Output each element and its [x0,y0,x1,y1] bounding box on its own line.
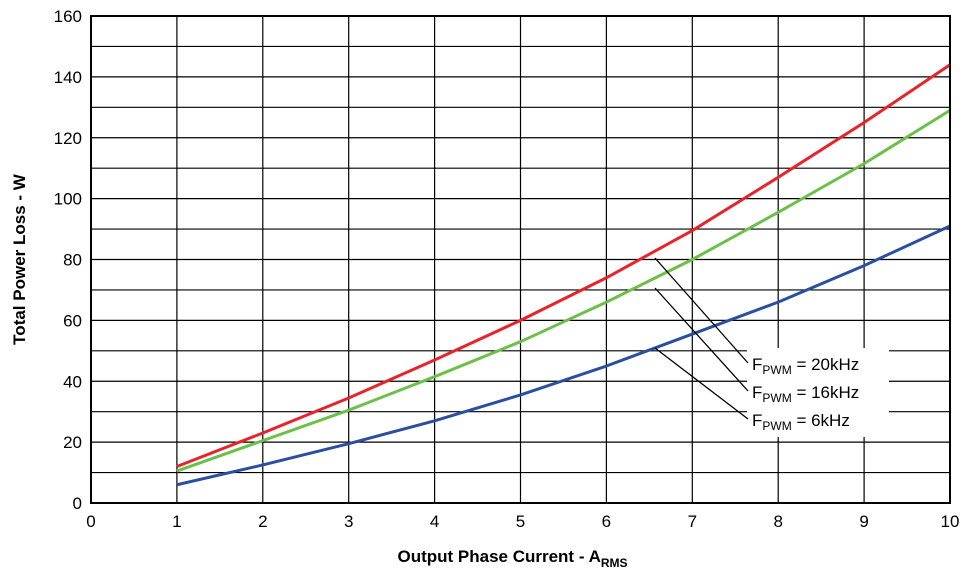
x-tick-label: 2 [258,512,267,531]
annotation-label: FPWM = 16kHz [752,383,859,405]
x-tick-label: 9 [859,512,868,531]
y-axis-title: Total Power Loss - W [10,173,29,345]
x-tick-label: 5 [516,512,525,531]
series-line-20khz [176,63,951,468]
x-axis-title: Output Phase Current - ARMS [397,547,627,570]
annotation-label: FPWM = 20kHz [752,355,859,377]
x-axis-title-main: Output Phase Current - A [397,547,600,566]
x-tick-label: 6 [602,512,611,531]
y-tick-label: 0 [73,494,82,513]
series-line-6khz [176,224,951,487]
series-lines [176,63,951,487]
annotation-label: FPWM = 6kHz [752,411,850,433]
y-tick-label: 120 [54,129,82,148]
annotation-box [747,348,889,437]
annotation-leader-line [654,287,749,392]
x-tick-label: 0 [86,512,95,531]
plot-border [90,15,951,504]
y-tick-label: 160 [54,7,82,26]
x-tick-label: 8 [773,512,782,531]
y-tick-label: 80 [63,251,82,270]
y-tick-label: 60 [63,311,82,330]
series-line-16khz [176,109,951,473]
x-tick-label: 3 [344,512,353,531]
y-tick-label: 100 [54,190,82,209]
x-tick-label: 10 [941,512,960,531]
y-tick-label: 40 [63,372,82,391]
x-tick-label: 7 [688,512,697,531]
x-axis-title-sub: RMS [601,556,628,570]
annotations: FPWM = 20kHz FPWM = 16kHz FPWM = 6kHz [654,257,889,437]
annotation-leader-line [654,347,749,420]
y-tick-label: 20 [63,433,82,452]
x-tick-label: 1 [172,512,181,531]
x-tick-label: 4 [430,512,439,531]
y-tick-label: 140 [54,68,82,87]
annotation-leader-line [654,257,749,364]
